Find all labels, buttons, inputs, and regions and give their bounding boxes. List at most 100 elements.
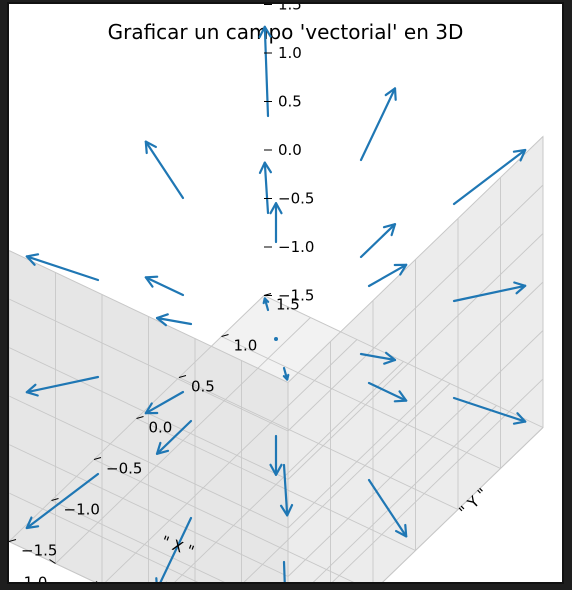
arrow-shaft [263,25,270,118]
arrow-head [282,373,290,381]
arrow-shaft [25,255,100,282]
vector-arrow [155,419,193,455]
z-tick-label: 0.5 [278,93,302,111]
arrow-head [384,87,397,101]
vector-arrow [25,375,100,397]
grid-lines [9,136,544,582]
arrow-shaft [452,396,527,423]
arrow-head [393,263,408,276]
quiver-3d-plot: −1.5−1.5−1.5−1.0−1.0−1.0−0.5−0.5−0.50.00… [9,4,544,583]
arrow-head [155,441,170,455]
vector-arrow [155,516,193,582]
arrow-head [382,223,397,237]
grid-line [9,298,289,432]
tick-marks [9,4,272,582]
arrow-shaft [367,263,408,288]
arrow-head [262,297,270,305]
arrow-head [269,202,283,215]
arrow-shaft [359,223,397,259]
arrow-shaft [144,390,185,415]
vector-arrow [452,396,527,425]
z-tick-label: −1.5 [278,287,314,305]
arrow-shaft [25,472,100,530]
y-tick-label: 1.0 [234,337,258,355]
arrow-head [25,516,40,530]
vector-arrow [359,351,397,365]
vector-arrow [25,253,100,282]
vector-arrow [258,161,273,215]
arrow-head [279,503,294,517]
arrow-shaft [452,148,527,206]
grid-line [9,250,289,383]
vector-arrow [359,223,397,259]
vector-arrow [144,390,185,415]
vector-arrow [155,313,193,327]
grid-line [287,184,544,432]
arrow-series [25,25,527,582]
arrow-shaft [359,352,397,362]
z-tick-label: −1.0 [278,238,314,256]
arrow-shaft [144,276,185,297]
arrow-shaft [282,463,289,517]
vector-arrow [262,297,270,312]
y-tick-label: −1.5 [21,542,57,560]
arrow-head [383,351,397,365]
grid-line [263,295,544,428]
y-tick-mark [136,416,144,419]
vector-arrow [452,281,527,303]
y-tick-mark [93,457,102,460]
arrow-shaft [452,284,527,303]
x-tick-mark [49,559,56,564]
z-tick-label: 1.0 [278,44,302,62]
vector-arrow [367,478,408,538]
vector-arrow [282,560,286,582]
chart-title: Graficar un campo 'vectorial' en 3D [107,20,464,44]
vector-arrow [279,463,294,517]
vector-arrow [367,263,408,288]
arrow-head [25,383,39,397]
y-tick-label: −1.0 [64,501,100,519]
arrow-shaft [367,381,408,402]
vector-arrow [144,275,185,297]
arrow-head [393,390,408,403]
vector-arrow [269,434,283,476]
vector-arrow [359,87,397,162]
arrow-head [395,523,408,538]
vector-arrow [144,140,185,200]
arrow-head [258,161,273,175]
vector-arrow [258,25,272,118]
z-tick-label: 1.5 [278,4,302,14]
z-tick-label: 0.0 [278,141,302,159]
vector-arrow [452,148,527,206]
arrow-head [512,148,527,162]
arrow-shaft [359,87,397,162]
arrow-shaft [282,560,286,582]
arrow-head [144,140,157,155]
grid-line [221,336,501,469]
arrow-shaft [144,140,185,200]
arrow-head [269,463,283,476]
arrow-head [155,313,169,327]
grid-line [287,136,544,383]
arrow-head [512,412,527,425]
y-tick-mark [9,539,17,542]
y-tick-mark [221,334,229,337]
z-tick-label: −0.5 [278,190,314,208]
vector-arrow [274,337,278,341]
x-tick-label: 1.0 [24,574,48,583]
y-tick-label: −0.5 [106,460,142,478]
arrow-shaft [367,478,408,538]
arrow-head [258,25,272,39]
arrow-shaft [155,419,193,455]
arrow-shaft [25,375,100,394]
arrow-head [144,275,159,288]
arrow-origin [274,337,278,341]
vector-arrow [367,381,408,403]
arrow-head [144,402,159,415]
arrow-shaft [159,516,193,582]
vector-arrow [282,366,290,381]
y-tick-label: 0.0 [149,419,173,437]
y-tick-mark [178,375,187,378]
vector-arrow [25,472,100,530]
arrow-shaft [155,316,193,326]
